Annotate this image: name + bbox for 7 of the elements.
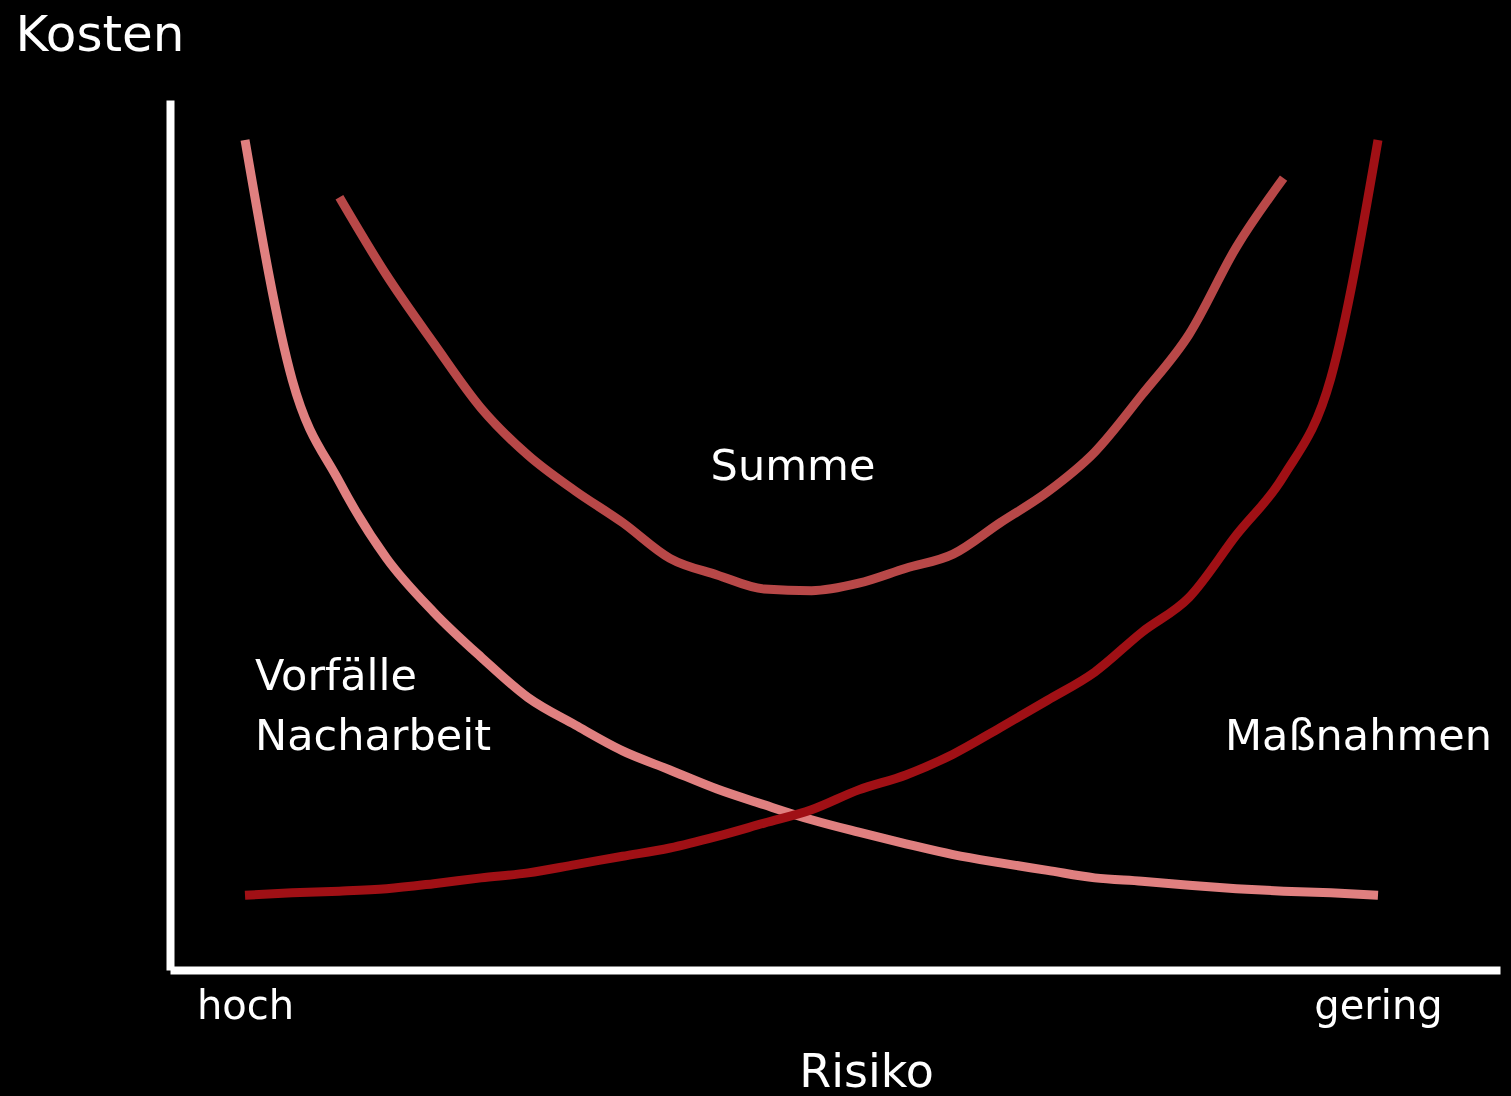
text: Maßnahmen (1225, 710, 1492, 760)
x-tick-label: gering (1314, 981, 1443, 1028)
series-label: Summe (710, 440, 876, 490)
x-tick-label: hoch (196, 981, 295, 1028)
x-axis-title: Risiko (799, 1043, 934, 1096)
series-label: Vorfälle Nacharbeit (255, 650, 491, 760)
y-axis-title: Kosten (15, 4, 185, 63)
